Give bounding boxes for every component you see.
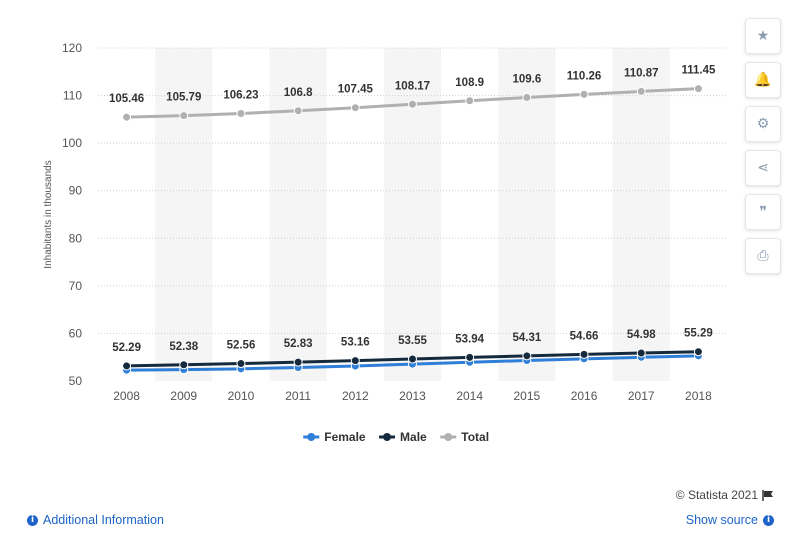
print-icon[interactable]: ⎙ bbox=[745, 238, 781, 274]
data-label-total: 106.23 bbox=[223, 90, 258, 102]
x-tick-label: 2009 bbox=[170, 389, 197, 403]
y-axis-title: Inhabitants in thousands bbox=[43, 160, 54, 268]
x-tick-label: 2015 bbox=[514, 389, 541, 403]
data-label-female: 53.55 bbox=[398, 335, 427, 347]
data-point-total bbox=[122, 112, 132, 122]
data-point-male bbox=[636, 348, 646, 358]
data-label-female: 52.83 bbox=[284, 338, 313, 350]
y-tick-label: 90 bbox=[69, 184, 83, 198]
data-point-total bbox=[179, 111, 189, 121]
data-label-total: 108.17 bbox=[395, 80, 430, 92]
y-tick-label: 70 bbox=[69, 279, 83, 293]
y-tick-label: 50 bbox=[69, 374, 83, 388]
additional-information-label: Additional Information bbox=[43, 513, 164, 527]
column-band bbox=[269, 48, 327, 381]
data-label-female: 54.66 bbox=[570, 330, 599, 342]
legend-marker-total bbox=[444, 433, 453, 441]
data-label-total: 105.79 bbox=[166, 92, 201, 104]
data-label-total: 110.26 bbox=[567, 70, 602, 82]
show-source-link[interactable]: Show source i bbox=[686, 513, 774, 527]
data-label-female: 52.29 bbox=[112, 342, 141, 354]
y-tick-label: 120 bbox=[62, 41, 82, 55]
x-tick-label: 2017 bbox=[628, 389, 655, 403]
y-tick-label: 60 bbox=[69, 326, 83, 340]
data-label-female: 54.31 bbox=[512, 332, 541, 344]
star-icon[interactable]: ★ bbox=[745, 18, 781, 54]
data-point-total bbox=[636, 86, 646, 96]
additional-information-link[interactable]: i Additional Information bbox=[27, 513, 164, 527]
data-label-total: 111.45 bbox=[681, 65, 716, 77]
legend-label-female: Female bbox=[324, 430, 366, 444]
data-label-female: 54.98 bbox=[627, 329, 656, 341]
y-tick-label: 110 bbox=[63, 89, 82, 103]
column-band bbox=[498, 48, 556, 381]
data-point-total bbox=[465, 96, 475, 106]
data-point-male bbox=[236, 359, 246, 369]
data-label-total: 110.87 bbox=[624, 67, 659, 79]
data-label-female: 53.94 bbox=[455, 333, 484, 345]
x-tick-label: 2012 bbox=[342, 389, 369, 403]
data-label-total: 105.46 bbox=[109, 93, 144, 105]
data-point-total bbox=[693, 84, 703, 94]
column-band bbox=[155, 48, 213, 381]
x-tick-label: 2013 bbox=[399, 389, 426, 403]
data-point-male bbox=[579, 349, 589, 359]
data-point-male bbox=[465, 352, 475, 362]
bell-icon[interactable]: 🔔 bbox=[745, 62, 781, 98]
legend-label-male: Male bbox=[400, 430, 427, 444]
side-toolbar: ★ 🔔 ⚙ ⋖ ❞ ⎙ bbox=[745, 18, 781, 274]
data-label-total: 108.9 bbox=[455, 77, 484, 89]
data-label-female: 52.38 bbox=[169, 341, 198, 353]
legend-marker-female bbox=[307, 433, 316, 441]
column-band bbox=[612, 48, 670, 381]
data-label-female: 55.29 bbox=[684, 328, 713, 340]
x-tick-label: 2010 bbox=[228, 389, 255, 403]
data-point-total bbox=[408, 99, 417, 109]
data-label-total: 109.6 bbox=[512, 73, 541, 85]
flag-icon bbox=[762, 489, 774, 501]
column-band bbox=[383, 48, 442, 381]
data-point-male bbox=[293, 357, 303, 367]
data-point-total bbox=[236, 109, 246, 119]
data-point-total bbox=[579, 89, 589, 99]
data-point-male bbox=[179, 360, 189, 370]
data-point-male bbox=[408, 354, 417, 364]
data-point-total bbox=[293, 106, 303, 116]
x-tick-label: 2008 bbox=[113, 389, 140, 403]
data-point-male bbox=[350, 356, 360, 366]
credit-text: © Statista 2021 bbox=[675, 488, 758, 502]
info-icon: i bbox=[27, 514, 38, 526]
y-tick-label: 80 bbox=[69, 231, 83, 245]
data-point-male bbox=[522, 351, 532, 361]
data-point-male bbox=[693, 347, 703, 357]
data-label-female: 52.56 bbox=[227, 340, 256, 352]
data-point-total bbox=[350, 103, 360, 113]
legend-marker-male bbox=[383, 433, 392, 441]
share-icon[interactable]: ⋖ bbox=[745, 150, 781, 186]
data-label-total: 107.45 bbox=[338, 84, 374, 96]
legend-label-total: Total bbox=[461, 430, 489, 444]
x-tick-label: 2014 bbox=[456, 389, 483, 403]
data-point-total bbox=[522, 92, 532, 102]
x-tick-label: 2018 bbox=[685, 389, 712, 403]
data-label-total: 106.8 bbox=[284, 87, 313, 99]
info-icon: i bbox=[763, 514, 774, 526]
quote-icon[interactable]: ❞ bbox=[745, 194, 781, 230]
data-label-female: 53.16 bbox=[341, 337, 370, 349]
x-tick-label: 2011 bbox=[285, 389, 311, 403]
x-tick-label: 2016 bbox=[571, 389, 598, 403]
data-point-male bbox=[122, 361, 132, 371]
show-source-label: Show source bbox=[685, 513, 758, 527]
statista-credit[interactable]: © Statista 2021 bbox=[676, 488, 774, 502]
y-tick-label: 100 bbox=[62, 136, 82, 150]
gear-icon[interactable]: ⚙ bbox=[745, 106, 781, 142]
